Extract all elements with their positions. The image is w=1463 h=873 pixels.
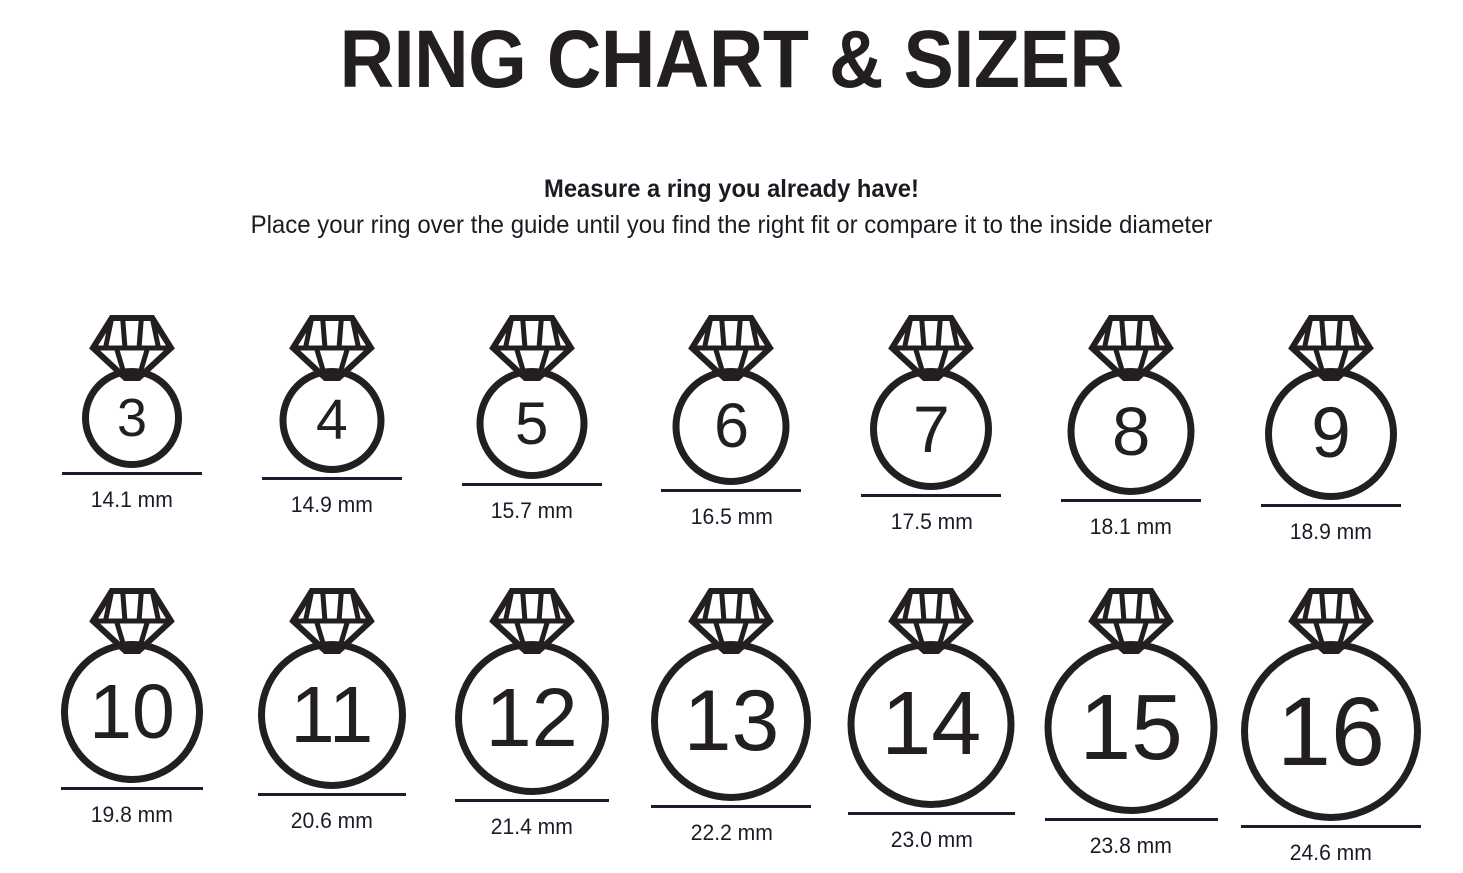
diameter-label: 21.4 mm [490,814,573,839]
measure-rule [1061,499,1202,502]
diameter-label: 14.9 mm [290,492,373,517]
instructions-block: Measure a ring you already have! Place y… [0,172,1463,244]
diameter-label: 17.5 mm [890,509,973,534]
measure-rule [1240,825,1421,828]
ring-row-second: 10 19.8 mm 11 20.6 mm 12 21.4 mm 13 22.2 mm 14 23… [0,585,1463,868]
ring-size-cell[interactable]: 3 14.1 mm [42,312,222,547]
diamond-ring-icon: 13 [641,585,821,805]
diamond-ring-icon: 4 [242,312,422,477]
diamond-ring-icon: 16 [1240,585,1421,825]
diamond-ring-icon: 15 [1041,585,1221,818]
measure-rule [847,812,1015,815]
ring-size-cell[interactable]: 5 15.7 mm [442,312,622,547]
diamond-ring-icon: 8 [1041,312,1221,499]
diameter-label: 18.9 mm [1289,519,1373,544]
diameter-label: 24.6 mm [1289,840,1373,865]
diameter-label: 16.5 mm [690,504,773,529]
ring-size-cell[interactable]: 4 14.9 mm [242,312,422,547]
ring-size-cell[interactable]: 6 16.5 mm [641,312,821,547]
measure-rule [1044,818,1218,821]
diamond-ring-icon: 12 [442,585,622,799]
instructions-detail: Place your ring over the guide until you… [250,211,1213,239]
instructions-heading: Measure a ring you already have! [544,175,919,203]
diamond-ring-icon: 5 [442,312,622,483]
diamond-ring-icon: 11 [242,585,422,793]
diameter-label: 23.8 mm [1090,833,1173,858]
measure-rule [651,805,812,808]
page-title: RING CHART & SIZER [339,14,1124,105]
ring-size-cell[interactable]: 15 23.8 mm [1041,585,1221,868]
diamond-ring-icon: 9 [1241,312,1421,504]
measure-rule [661,489,802,492]
diameter-label: 18.1 mm [1090,514,1173,539]
ring-size-cell[interactable]: 16 24.6 mm [1240,585,1421,868]
measure-rule [62,472,202,475]
ring-size-cell[interactable]: 10 19.8 mm [42,585,222,868]
measure-rule [861,494,1002,497]
diamond-ring-icon: 6 [641,312,821,489]
measure-rule [1260,504,1401,507]
diamond-ring-icon: 14 [841,585,1021,812]
ring-row-first: 3 14.1 mm 4 14.9 mm 5 15.7 mm 6 16.5 mm 7 17.5 mm… [0,312,1463,547]
ring-size-cell[interactable]: 12 21.4 mm [442,585,622,868]
diamond-ring-icon: 7 [841,312,1021,494]
diameter-label: 23.0 mm [890,827,973,852]
measure-rule [454,799,609,802]
ring-size-cell[interactable]: 7 17.5 mm [841,312,1021,547]
diameter-label: 14.1 mm [90,487,174,512]
ring-size-cell[interactable]: 14 23.0 mm [841,585,1021,868]
ring-size-cell[interactable]: 8 18.1 mm [1041,312,1221,547]
ring-size-cell[interactable]: 11 20.6 mm [242,585,422,868]
measure-rule [461,483,602,486]
measure-rule [261,477,402,480]
diamond-ring-icon: 10 [42,585,222,787]
diameter-label: 15.7 mm [490,498,573,523]
diameter-label: 22.2 mm [690,820,773,845]
diamond-ring-icon: 3 [42,312,222,472]
measure-rule [257,793,406,796]
diameter-label: 20.6 mm [290,808,373,833]
diameter-label: 19.8 mm [90,802,174,827]
measure-rule [61,787,203,790]
ring-size-cell[interactable]: 13 22.2 mm [641,585,821,868]
ring-size-cell[interactable]: 9 18.9 mm [1241,312,1421,547]
